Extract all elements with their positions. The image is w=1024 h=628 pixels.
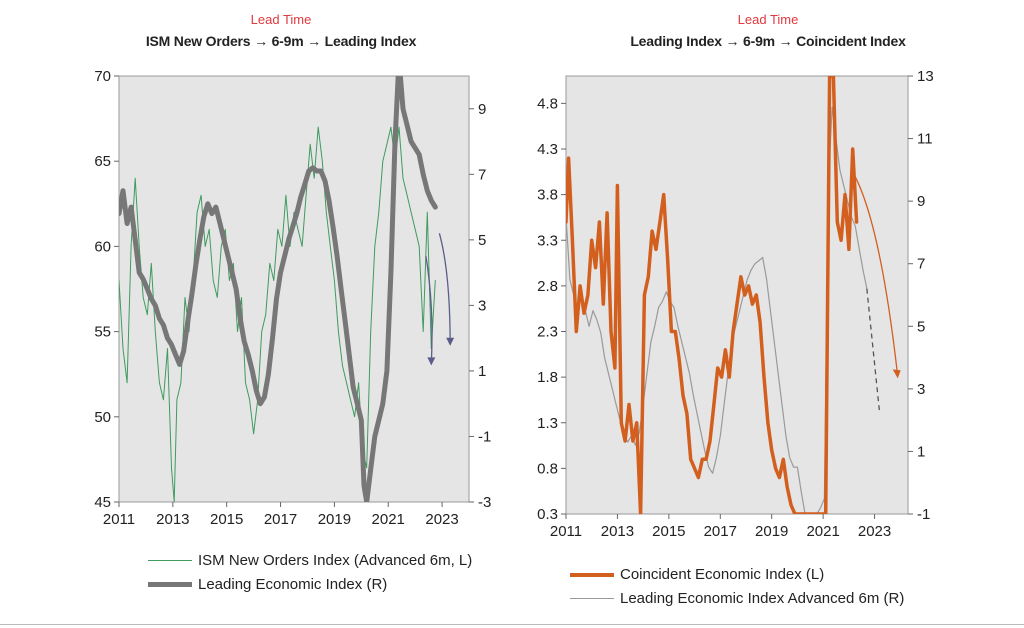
x-tick-label: 2013 xyxy=(601,523,634,540)
y-right-tick-label: -1 xyxy=(478,428,491,445)
y-right-tick-label: 9 xyxy=(478,101,486,118)
x-tick-label: 2017 xyxy=(264,511,297,528)
legend-swatch-cei xyxy=(570,572,614,577)
y-left-tick-label: 60 xyxy=(94,238,111,255)
series-line-1 xyxy=(119,76,438,502)
decline-arrow-1 xyxy=(425,256,433,365)
x-tick-label: 2011 xyxy=(550,523,582,540)
legend-label-ism: ISM New Orders Index (Advanced 6m, L) xyxy=(198,552,473,569)
y-left-tick-label: 65 xyxy=(94,153,111,170)
chart-left: Lead Time ISM New Orders → 6-9m → Leadin… xyxy=(94,12,491,593)
projection-dashed-line xyxy=(866,288,881,414)
series-line-0 xyxy=(119,126,436,502)
y-right-tick-label: 3 xyxy=(478,297,486,314)
legend-swatch-lei xyxy=(148,582,192,587)
y-right-tick-label: 7 xyxy=(478,166,486,183)
y-right-tick-label: 1 xyxy=(917,443,925,460)
y-left-tick-label: 70 xyxy=(94,68,111,85)
lead-time-label-left: Lead Time xyxy=(250,12,312,27)
decline-arrow-2-head xyxy=(446,337,455,346)
x-tick-label: 2015 xyxy=(652,523,685,540)
chart-title-left: ISM New Orders → 6-9m → Leading Index xyxy=(145,33,417,49)
legend-swatch-ism xyxy=(148,560,192,561)
y-left-tick-label: 50 xyxy=(94,409,111,426)
chart-right: Lead Time Leading Index → 6-9m → Coincid… xyxy=(512,0,1024,628)
y-right-tick-label: 5 xyxy=(917,318,925,335)
x-tick-label: 2011 xyxy=(103,511,135,528)
y-right-tick-label: 1 xyxy=(478,363,486,380)
decline-arrow-2 xyxy=(438,233,451,345)
x-tick-label: 2019 xyxy=(755,523,788,540)
x-tick-label: 2019 xyxy=(318,511,351,528)
series-line-1 xyxy=(566,106,868,514)
decline-arrow-1-head xyxy=(427,357,436,366)
y-left-tick-label: 0.3 xyxy=(537,506,558,523)
y-left-tick-label: 45 xyxy=(94,494,111,511)
projection-arrow xyxy=(850,169,899,377)
y-left-tick-label: 0.8 xyxy=(537,460,558,477)
chart-right-plot: 0.30.81.31.82.32.83.33.84.34.8-113579111… xyxy=(537,68,934,540)
y-left-tick-label: 1.3 xyxy=(537,415,558,432)
page-bottom-rule xyxy=(0,624,1024,625)
x-tick-label: 2023 xyxy=(425,511,458,528)
x-tick-label: 2017 xyxy=(704,523,737,540)
y-left-tick-label: 55 xyxy=(94,324,111,341)
y-right-tick-label: 9 xyxy=(917,193,925,210)
y-right-tick-label: 3 xyxy=(917,381,925,398)
legend-label-lei-adv: Leading Economic Index Advanced 6m (R) xyxy=(620,590,905,607)
y-left-tick-label: 1.8 xyxy=(537,369,558,386)
projection-arrow-head xyxy=(892,369,901,379)
y-left-tick-label: 2.3 xyxy=(537,324,558,341)
chart-title-right: Leading Index → 6-9m → Coincident Index xyxy=(630,33,906,49)
y-right-tick-label: -3 xyxy=(478,494,491,511)
x-tick-label: 2021 xyxy=(806,523,839,540)
series-group xyxy=(566,76,901,514)
y-left-tick-label: 4.8 xyxy=(537,95,558,112)
legend-item-cei: Coincident Economic Index (L) xyxy=(570,566,824,583)
chart-left-plot: 45 50 55 60 65 70 -3 -1 1 3 5 7 9 2011 2013 2015 2017 201… xyxy=(94,68,491,528)
y-left-tick-label: 4.3 xyxy=(537,141,558,158)
legend-item-lei-adv: Leading Economic Index Advanced 6m (R) xyxy=(570,590,904,607)
y-right-tick-label: 11 xyxy=(917,131,933,148)
legend-label-lei: Leading Economic Index (R) xyxy=(198,576,388,593)
y-right-tick-label: 13 xyxy=(917,68,934,85)
series-group xyxy=(119,76,455,502)
x-tick-label: 2013 xyxy=(156,511,189,528)
y-right-tick-label: 7 xyxy=(917,256,925,273)
legend-item-ism: ISM New Orders Index (Advanced 6m, L) xyxy=(148,552,472,569)
y-left-tick-label: 3.3 xyxy=(537,232,558,249)
x-tick-label: 2023 xyxy=(858,523,891,540)
y-right-tick-label: -1 xyxy=(917,506,930,523)
legend-swatch-lei-adv xyxy=(570,598,614,599)
x-tick-label: 2021 xyxy=(372,511,405,528)
series-line-0 xyxy=(566,76,859,514)
plot-area xyxy=(118,75,470,503)
y-left-tick-label: 2.8 xyxy=(537,278,558,295)
lead-time-label-right: Lead Time xyxy=(737,12,799,27)
x-tick-label: 2015 xyxy=(210,511,243,528)
y-right-tick-label: 5 xyxy=(478,232,486,249)
y-left-tick-label: 3.8 xyxy=(537,187,558,204)
legend-label-cei: Coincident Economic Index (L) xyxy=(620,566,825,583)
legend-item-lei: Leading Economic Index (R) xyxy=(148,576,387,593)
